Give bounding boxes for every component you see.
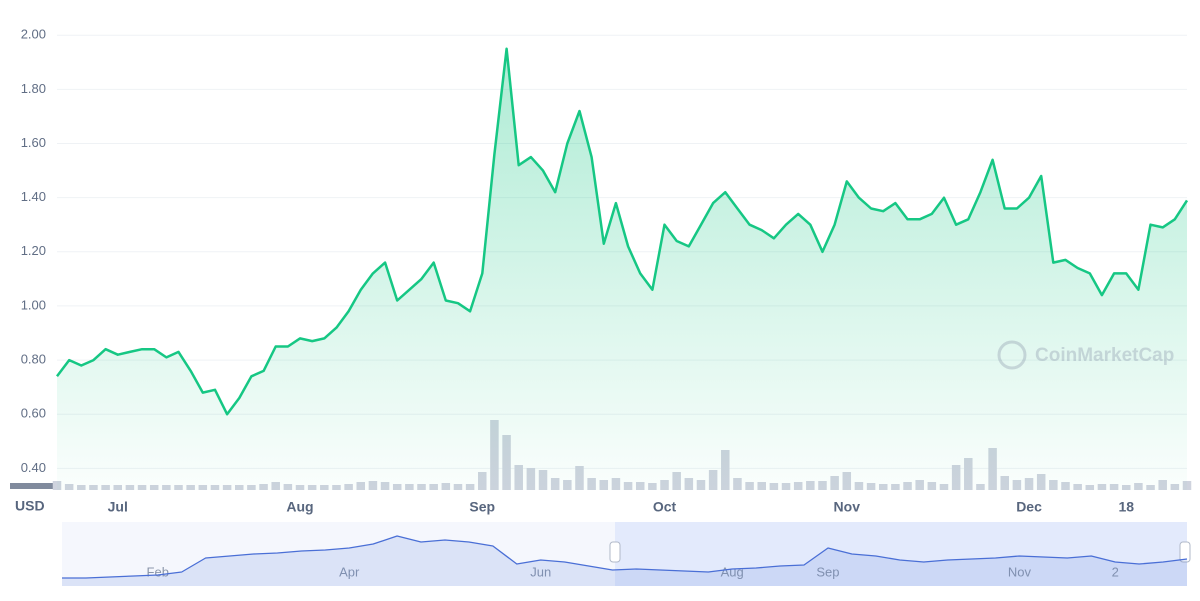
x-tick-label: Sep bbox=[816, 564, 839, 579]
y-tick-label: 1.80 bbox=[21, 81, 46, 96]
currency-label: USD bbox=[15, 498, 45, 514]
y-tick-label: 0.40 bbox=[21, 460, 46, 475]
x-tick-label: Nov bbox=[834, 499, 861, 515]
y-tick-label: 1.40 bbox=[21, 189, 46, 204]
y-tick-label: 0.60 bbox=[21, 406, 46, 421]
axis-handle bbox=[10, 483, 57, 489]
area bbox=[57, 48, 1187, 491]
x-tick-label: Dec bbox=[1016, 499, 1042, 515]
x-tick-label: Aug bbox=[286, 499, 313, 515]
navigator-handle[interactable] bbox=[609, 541, 621, 563]
watermark-text: CoinMarketCap bbox=[1035, 345, 1174, 366]
x-tick-label: Nov bbox=[1008, 564, 1032, 579]
navigator-handle[interactable] bbox=[1179, 541, 1191, 563]
watermark: CoinMarketCap bbox=[997, 340, 1174, 370]
y-tick-label: 1.60 bbox=[21, 135, 46, 150]
y-tick-label: 1.00 bbox=[21, 297, 46, 312]
x-tick-label: Jul bbox=[108, 499, 128, 515]
x-tick-label: Apr bbox=[339, 564, 360, 579]
price-line bbox=[56, 47, 1189, 416]
x-tick-label: Jun bbox=[530, 564, 551, 579]
y-tick-label: 2.00 bbox=[21, 27, 46, 42]
x-tick-label: Sep bbox=[469, 499, 495, 515]
x-tick-label: 2 bbox=[1112, 564, 1119, 579]
x-tick-label: 18 bbox=[1118, 499, 1134, 515]
x-tick-label: Oct bbox=[653, 499, 677, 515]
price-line bbox=[62, 535, 1188, 579]
y-tick-label: 1.20 bbox=[21, 243, 46, 258]
navigator-selection[interactable] bbox=[615, 522, 1187, 586]
y-tick-label: 0.80 bbox=[21, 352, 46, 367]
